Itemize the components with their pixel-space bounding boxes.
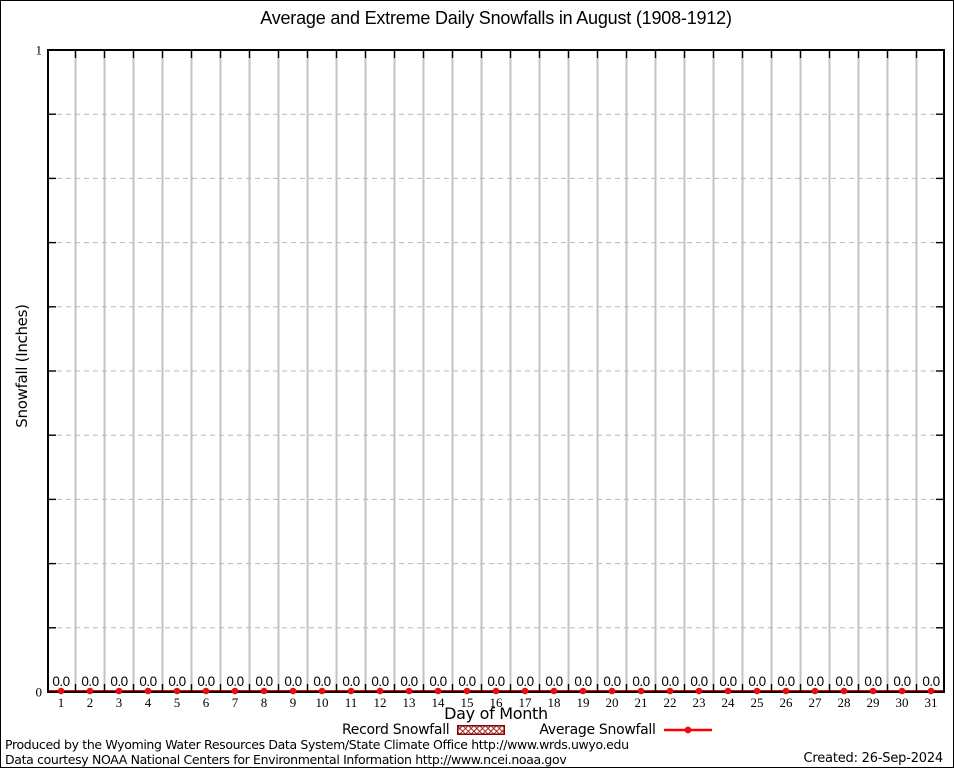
svg-text:0.0: 0.0: [226, 674, 243, 689]
svg-text:2: 2: [87, 695, 94, 710]
svg-text:21: 21: [635, 695, 648, 710]
svg-text:24: 24: [722, 695, 736, 710]
plot-border: [47, 49, 945, 693]
svg-text:23: 23: [693, 695, 706, 710]
footer-data-courtesy-text: Data courtesy NOAA National Centers for …: [5, 752, 567, 767]
svg-text:30: 30: [896, 695, 909, 710]
svg-text:0.0: 0.0: [893, 674, 910, 689]
legend-label-average-snowfall: Average Snowfall: [539, 722, 656, 738]
svg-text:10: 10: [316, 695, 329, 710]
svg-text:3: 3: [116, 695, 123, 710]
x-tick-labels: 1 2 3 4 5 6 7 8 9 10 11 12 13 14 15 16 17 18 19 20 21 22 23 24 2…: [58, 695, 938, 710]
value-labels: 0.0 0.0 0.0 0.0 0.0 0.0 0.0 0.0 0.0 0.0 0.0 0.0 0.0 0…: [52, 674, 940, 689]
svg-text:26: 26: [780, 695, 794, 710]
legend-entry-record-snowfall: Record Snowfall: [342, 722, 506, 738]
footer-producer-text: Produced by the Wyoming Water Resources …: [5, 737, 629, 752]
svg-text:0.0: 0.0: [255, 674, 272, 689]
svg-text:0.0: 0.0: [661, 674, 678, 689]
axis-ticks: [48, 50, 944, 692]
svg-text:0.0: 0.0: [922, 674, 939, 689]
legend-label-record-snowfall: Record Snowfall: [342, 722, 450, 738]
svg-text:31: 31: [925, 695, 938, 710]
svg-text:0.0: 0.0: [864, 674, 881, 689]
svg-text:0.0: 0.0: [81, 674, 98, 689]
svg-text:28: 28: [838, 695, 851, 710]
svg-text:25: 25: [751, 695, 764, 710]
svg-text:0.0: 0.0: [168, 674, 185, 689]
svg-text:0.0: 0.0: [371, 674, 388, 689]
svg-text:0.0: 0.0: [690, 674, 707, 689]
legend: Record Snowfall Average Snowfall: [342, 722, 712, 738]
svg-text:20: 20: [606, 695, 619, 710]
svg-text:1: 1: [36, 43, 43, 58]
svg-text:0.0: 0.0: [110, 674, 127, 689]
svg-text:11: 11: [345, 695, 358, 710]
data-point-markers: [57, 687, 935, 695]
svg-text:0.0: 0.0: [806, 674, 823, 689]
svg-text:9: 9: [290, 695, 297, 710]
created-date: Created: 26-Sep-2024: [803, 751, 944, 766]
svg-text:0.0: 0.0: [139, 674, 156, 689]
svg-text:6: 6: [203, 695, 210, 710]
svg-text:13: 13: [403, 695, 416, 710]
svg-text:0.0: 0.0: [719, 674, 736, 689]
svg-text:4: 4: [145, 695, 152, 710]
horizontal-gridlines: [48, 113, 944, 629]
svg-text:16: 16: [490, 695, 504, 710]
svg-text:0.0: 0.0: [52, 674, 69, 689]
svg-text:5: 5: [174, 695, 181, 710]
svg-text:1: 1: [58, 695, 65, 710]
hatched-swatch-icon: [457, 725, 506, 735]
svg-text:0.0: 0.0: [516, 674, 533, 689]
svg-text:22: 22: [664, 695, 677, 710]
svg-text:0.0: 0.0: [197, 674, 214, 689]
svg-text:8: 8: [261, 695, 268, 710]
svg-text:0.0: 0.0: [574, 674, 591, 689]
svg-text:0.0: 0.0: [748, 674, 765, 689]
svg-text:27: 27: [809, 695, 823, 710]
svg-text:12: 12: [374, 695, 387, 710]
svg-text:0.0: 0.0: [777, 674, 794, 689]
chart-title: Average and Extreme Daily Snowfalls in A…: [260, 8, 732, 28]
svg-text:0.0: 0.0: [313, 674, 330, 689]
legend-entry-average-snowfall: Average Snowfall: [539, 722, 712, 738]
svg-text:0.0: 0.0: [632, 674, 649, 689]
svg-text:19: 19: [577, 695, 590, 710]
svg-text:14: 14: [432, 695, 446, 710]
x-axis-label: Day of Month: [444, 704, 548, 723]
svg-text:15: 15: [461, 695, 474, 710]
svg-text:18: 18: [548, 695, 561, 710]
svg-text:0.0: 0.0: [835, 674, 852, 689]
svg-text:0.0: 0.0: [342, 674, 359, 689]
svg-text:17: 17: [519, 695, 533, 710]
svg-text:7: 7: [232, 695, 239, 710]
svg-text:0.0: 0.0: [545, 674, 562, 689]
svg-text:0: 0: [36, 685, 43, 700]
svg-text:0.0: 0.0: [603, 674, 620, 689]
line-point-swatch-icon: [663, 726, 712, 734]
y-tick-labels: 01: [36, 43, 43, 700]
svg-text:0.0: 0.0: [429, 674, 446, 689]
svg-text:0.0: 0.0: [487, 674, 504, 689]
svg-text:0.0: 0.0: [400, 674, 417, 689]
svg-text:0.0: 0.0: [284, 674, 301, 689]
svg-text:0.0: 0.0: [458, 674, 475, 689]
svg-text:29: 29: [867, 695, 880, 710]
